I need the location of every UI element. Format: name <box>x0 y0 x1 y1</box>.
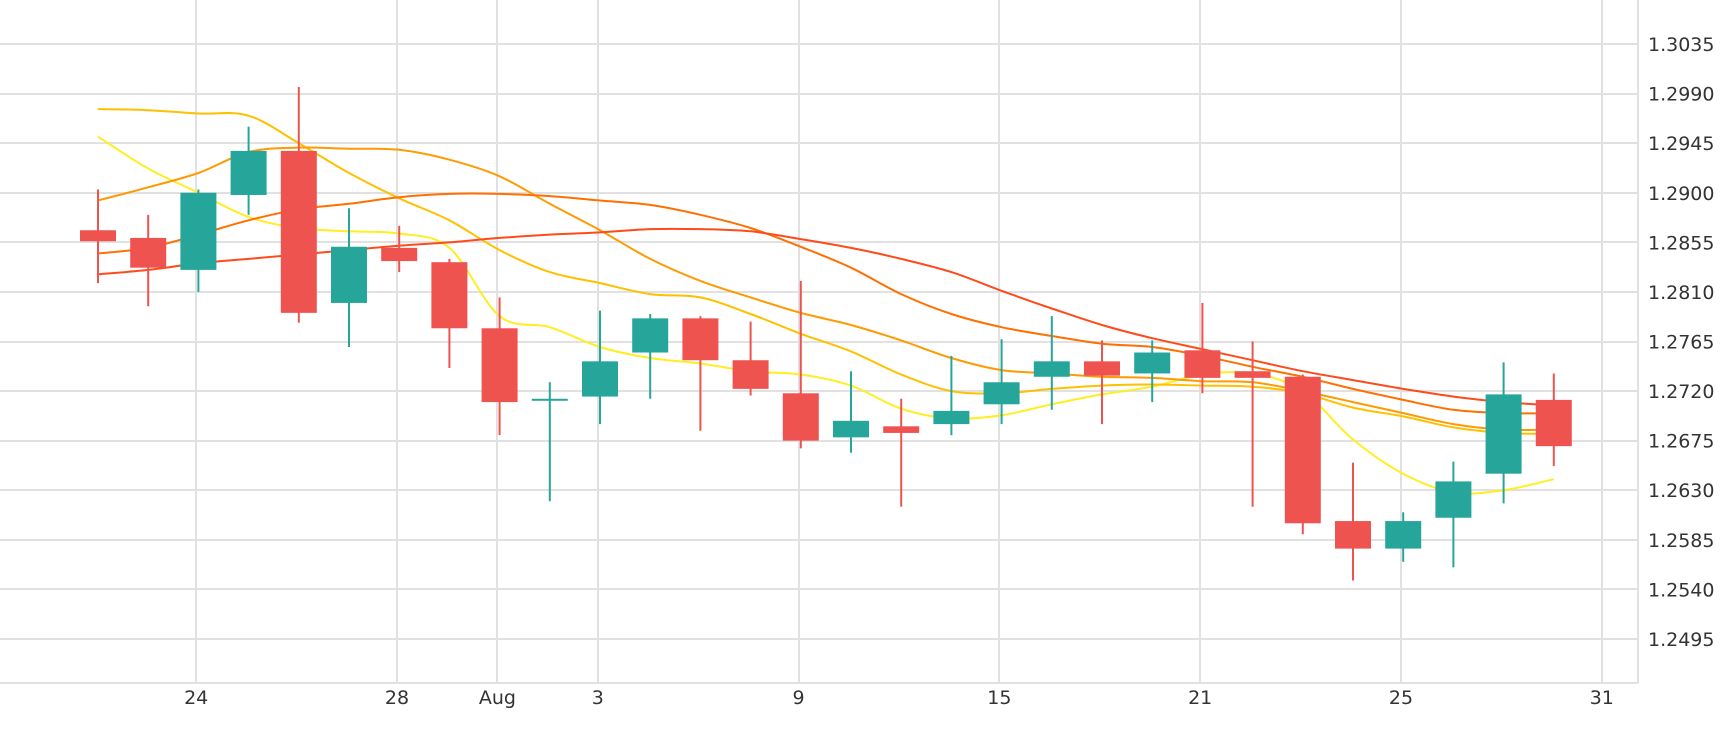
candle-up <box>1385 512 1422 562</box>
candle-down <box>883 398 920 507</box>
candle-body <box>80 230 116 242</box>
candle-body <box>1234 371 1271 378</box>
candle-body <box>833 420 869 438</box>
y-tick-label: 1.2585 <box>1648 530 1714 552</box>
candle-up <box>983 339 1020 425</box>
x-tick-label: 3 <box>592 687 604 709</box>
candle-body <box>481 328 518 403</box>
candle-up <box>531 382 568 502</box>
x-tick-label: 25 <box>1389 687 1413 709</box>
candle-down <box>1335 462 1371 581</box>
candles <box>80 87 1572 581</box>
y-tick-label: 1.3035 <box>1648 34 1714 56</box>
candle-body <box>1335 521 1371 549</box>
candle-down <box>732 321 769 396</box>
candle-body <box>180 192 217 270</box>
candle-body <box>1535 399 1572 447</box>
candle-down <box>1535 373 1572 466</box>
candle-body <box>1435 481 1472 518</box>
candle-up <box>933 355 970 436</box>
candle-body <box>582 361 618 397</box>
candle-body <box>1134 352 1171 374</box>
y-tick-label: 1.2540 <box>1648 579 1714 601</box>
candle-up <box>582 310 618 425</box>
candle-body <box>230 150 267 195</box>
candle-body <box>1485 394 1522 474</box>
candle-up <box>180 189 217 292</box>
x-axis: 24 28 Aug 3 9 15 21 25 31 <box>184 687 1614 709</box>
y-tick-label: 1.2720 <box>1648 381 1714 403</box>
x-tick-label: 31 <box>1590 687 1614 709</box>
x-tick-label: 24 <box>184 687 208 709</box>
candle-down <box>481 297 518 436</box>
candle-body <box>983 382 1020 405</box>
x-tick-label: 15 <box>987 687 1011 709</box>
candle-down <box>431 258 468 368</box>
candle-down <box>381 225 418 273</box>
candle-body <box>933 410 970 425</box>
candle-body <box>331 246 367 303</box>
candle-up <box>632 313 669 399</box>
candle-body <box>1284 376 1321 524</box>
candle-body <box>682 318 719 361</box>
x-tick-label: 9 <box>793 687 805 709</box>
candle-body <box>531 398 568 401</box>
candle-body <box>130 237 167 268</box>
candle-body <box>381 247 418 262</box>
y-tick-label: 1.2765 <box>1648 332 1714 354</box>
candle-body <box>883 426 920 433</box>
y-tick-label: 1.2675 <box>1648 431 1714 453</box>
candle-up <box>1435 461 1472 568</box>
x-tick-label: 21 <box>1188 687 1212 709</box>
candle-up <box>230 126 267 215</box>
y-tick-label: 1.2945 <box>1648 133 1714 155</box>
candle-body <box>782 393 819 441</box>
candle-up <box>833 371 869 453</box>
y-tick-label: 1.2630 <box>1648 480 1714 502</box>
candle-down <box>1084 340 1120 425</box>
candle-up <box>331 208 367 348</box>
y-tick-label: 1.2495 <box>1648 629 1714 651</box>
y-tick-label: 1.2900 <box>1648 183 1714 205</box>
candle-down <box>682 316 719 431</box>
candle-down <box>80 189 116 284</box>
candle-body <box>1084 361 1120 376</box>
y-axis: 1.3035 1.2990 1.2945 1.2900 1.2855 1.2810 1.27… <box>1648 34 1714 651</box>
candle-up <box>1485 362 1522 504</box>
x-tick-label: Aug <box>479 687 516 709</box>
y-tick-label: 1.2990 <box>1648 84 1714 106</box>
candle-body <box>632 318 669 353</box>
candle-down <box>782 280 819 449</box>
y-tick-label: 1.2810 <box>1648 282 1714 304</box>
candle-down <box>1284 374 1321 535</box>
candle-down <box>280 87 317 323</box>
candle-down <box>130 214 167 307</box>
candle-up <box>1134 340 1171 403</box>
x-tick-label: 28 <box>385 687 409 709</box>
candle-down <box>1234 341 1271 507</box>
candle-body <box>431 262 468 329</box>
candle-body <box>732 360 769 389</box>
candle-body <box>1033 361 1070 377</box>
grid-lines <box>0 0 1639 684</box>
candle-up <box>1033 316 1070 410</box>
candle-body <box>1385 521 1422 549</box>
candle-down <box>1184 302 1221 394</box>
candle-body <box>280 150 317 313</box>
candle-body <box>1184 350 1221 378</box>
y-tick-label: 1.2855 <box>1648 232 1714 254</box>
